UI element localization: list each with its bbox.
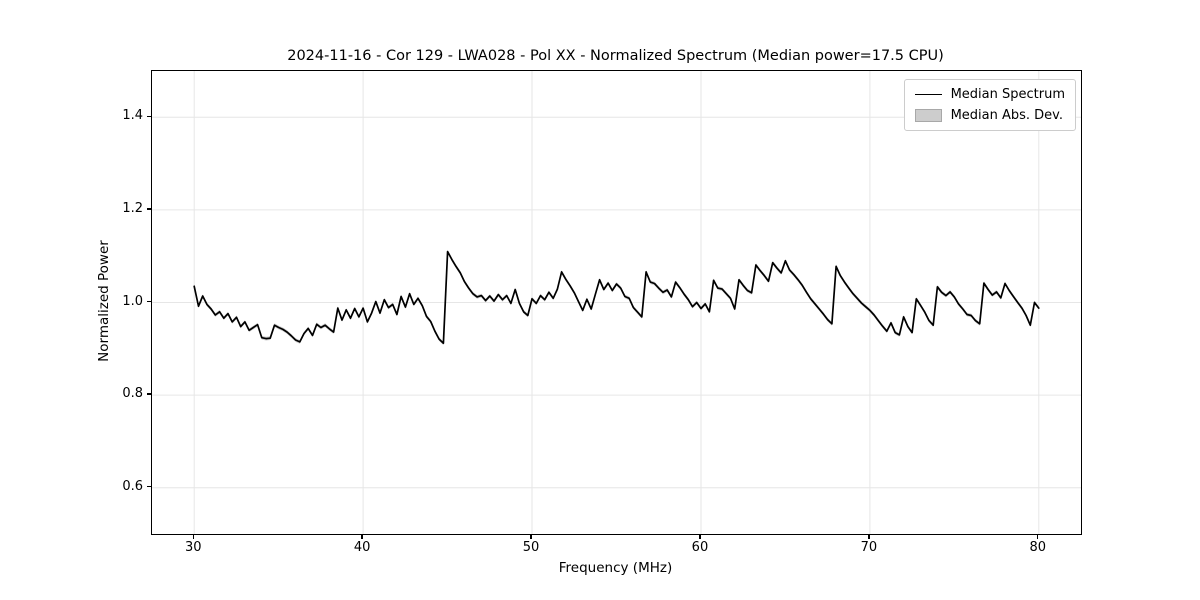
y-tick-label: 1.4 (122, 108, 143, 124)
x-tick-mark (699, 534, 701, 539)
x-tick-label: 30 (184, 540, 202, 555)
x-tick-mark (530, 534, 532, 539)
x-tick-mark (192, 534, 194, 539)
y-tick-label: 1.0 (122, 293, 143, 309)
legend-line-swatch (914, 94, 942, 95)
x-tick-label: 60 (691, 540, 709, 555)
x-tick-mark (868, 534, 870, 539)
x-tick-mark (1037, 534, 1039, 539)
plot-area: Median Spectrum Median Abs. Dev. (151, 70, 1082, 535)
plot-title: 2024-11-16 - Cor 129 - LWA028 - Pol XX -… (287, 48, 944, 64)
legend-entry-median-spectrum: Median Spectrum (914, 87, 1065, 102)
y-tick-mark (147, 486, 151, 488)
legend-label-median-abs-dev: Median Abs. Dev. (950, 108, 1064, 123)
x-axis-label: Frequency (MHz) (558, 560, 673, 576)
x-tick-label: 80 (1029, 540, 1047, 555)
y-tick-label: 1.2 (122, 200, 143, 216)
y-tick-label: 0.6 (122, 478, 143, 494)
x-tick-label: 50 (522, 540, 540, 555)
y-tick-mark (147, 393, 151, 395)
legend-entry-median-abs-dev: Median Abs. Dev. (914, 108, 1065, 123)
y-tick-mark (147, 300, 151, 303)
spectrum-plot-canvas (152, 71, 1081, 534)
x-tick-mark (361, 534, 363, 539)
y-tick-mark (147, 115, 151, 117)
legend-band-swatch (914, 109, 942, 122)
legend-label-median-spectrum: Median Spectrum (950, 87, 1065, 102)
x-tick-label: 40 (353, 540, 371, 555)
y-tick-mark (147, 208, 151, 210)
legend-box: Median Spectrum Median Abs. Dev. (903, 79, 1076, 131)
y-tick-label: 0.8 (122, 386, 143, 402)
x-tick-label: 70 (860, 540, 878, 555)
